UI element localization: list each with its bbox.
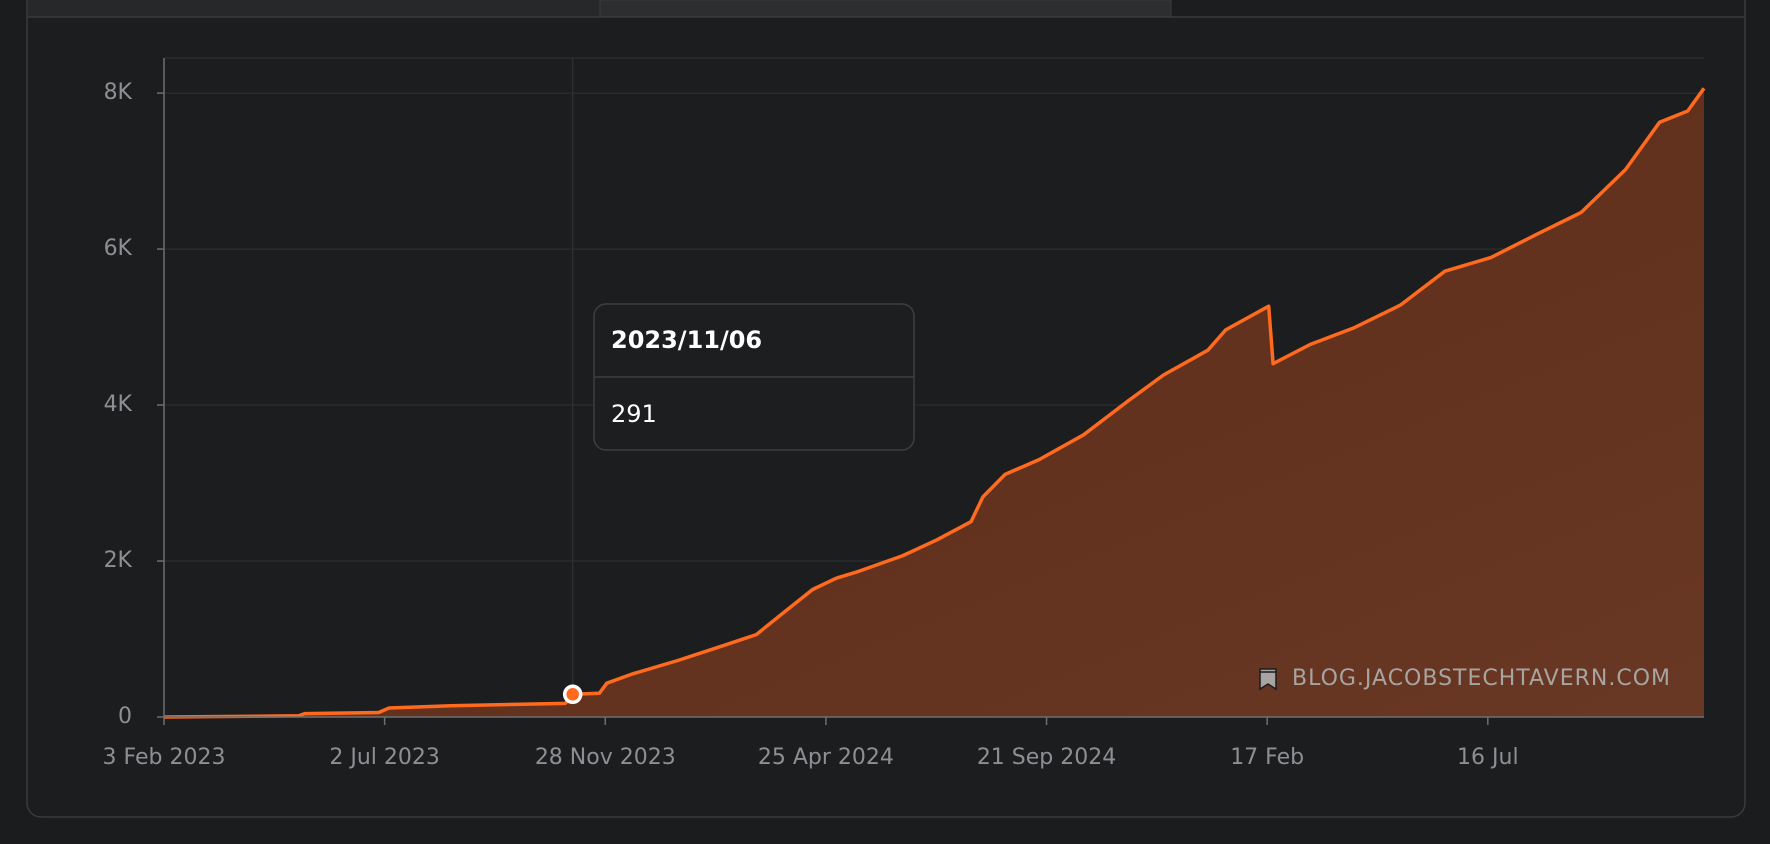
tooltip-value: 291 [611,400,657,428]
x-tick-label: 16 Jul [1457,745,1519,770]
y-tick-label: 0 [118,704,132,729]
watermark: BLOG.JACOBSTECHTAVERN.COM [1292,666,1671,691]
hover-point [562,684,583,705]
watermark-icon [1259,668,1277,691]
x-tick-label: 25 Apr 2024 [758,745,894,770]
tab[interactable] [599,0,1172,18]
plot-area: 0 2K 4K 6K 8K 3 Feb 2023 2 Jul 2023 28 Nov 2023… [103,57,1706,770]
x-tick-label: 21 Sep 2024 [977,745,1116,770]
y-tick-label: 8K [104,80,133,105]
tooltip: 2023/11/06 291 [593,303,915,451]
x-tick-label: 28 Nov 2023 [535,745,676,770]
tab[interactable] [28,0,600,17]
y-tick-label: 2K [104,548,133,573]
y-tick-label: 4K [104,392,133,417]
x-tick-label: 17 Feb [1230,745,1304,770]
area [164,88,1704,718]
x-tick-label: 2 Jul 2023 [329,745,440,770]
x-tick-label: 3 Feb 2023 [103,745,226,770]
tooltip-date: 2023/11/06 [611,326,762,354]
y-tick-label: 6K [104,236,133,261]
